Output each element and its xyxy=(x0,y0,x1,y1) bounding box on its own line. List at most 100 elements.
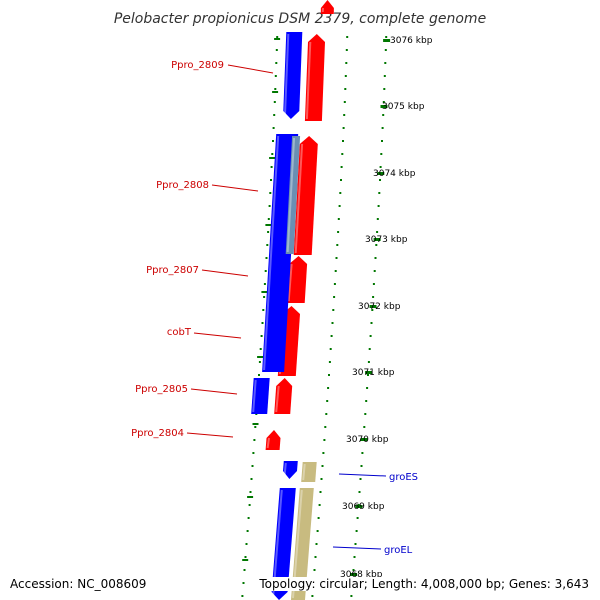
kbp-label: 3069 kbp xyxy=(342,502,385,512)
kbp-label: 3072 kbp xyxy=(358,302,401,312)
gene-label-groes: groES xyxy=(389,472,418,483)
tick-dot xyxy=(363,426,366,428)
gene-label-ppro-2804: Ppro_2804 xyxy=(131,428,184,439)
label-leader-left xyxy=(193,332,242,339)
gene-label-ppro-2809: Ppro_2809 xyxy=(171,60,224,71)
tick-dot xyxy=(270,179,272,181)
tick-dot xyxy=(365,400,368,402)
tick-dot xyxy=(262,309,265,311)
tick-dot xyxy=(383,88,386,90)
tick-dot xyxy=(334,270,337,272)
feature-other xyxy=(291,488,314,600)
tick-dot xyxy=(354,543,357,545)
tick-dot xyxy=(274,88,277,90)
tick-dot xyxy=(266,244,269,246)
tick-dot xyxy=(340,166,343,168)
tick-dot xyxy=(371,309,374,311)
gene-label-ppro-2807: Ppro_2807 xyxy=(146,265,199,276)
tick-dot xyxy=(270,166,273,168)
kbp-tick xyxy=(365,371,373,374)
tick-marks xyxy=(241,36,391,597)
tick-dot xyxy=(318,504,321,506)
tick-dot xyxy=(356,517,359,519)
tick-dot xyxy=(366,387,369,389)
minor-tick xyxy=(247,496,254,498)
tick-dot xyxy=(267,231,270,233)
tick-dot xyxy=(368,348,371,350)
tick-dot xyxy=(335,257,338,259)
tick-dot xyxy=(248,504,251,506)
tick-dot xyxy=(383,75,386,77)
minor-tick xyxy=(265,224,272,226)
gene-features xyxy=(251,0,334,600)
tick-dot xyxy=(367,374,369,376)
gene-forward xyxy=(265,430,281,450)
tick-dot xyxy=(342,140,344,142)
gene-reverse-shine xyxy=(252,379,257,413)
tick-dot xyxy=(253,439,256,441)
tick-dot xyxy=(345,49,348,51)
tick-dot xyxy=(276,36,279,38)
tick-dot xyxy=(247,517,250,519)
tick-dot xyxy=(373,270,376,272)
tick-dot xyxy=(369,335,372,337)
tick-dot xyxy=(344,88,347,90)
minor-tick xyxy=(272,91,279,93)
gene-forward-shine xyxy=(305,41,312,120)
gene-reverse xyxy=(283,32,303,119)
tick-dot xyxy=(344,75,347,77)
tick-dot xyxy=(258,374,260,376)
tick-dot xyxy=(263,296,266,298)
tick-dot xyxy=(245,543,248,545)
tick-dot xyxy=(249,491,252,493)
tick-dot xyxy=(364,413,367,415)
tick-dot xyxy=(376,218,379,220)
label-leader-left xyxy=(201,269,249,277)
kbp-tick xyxy=(380,105,388,108)
tick-dot xyxy=(380,153,383,155)
kbp-tick xyxy=(373,238,381,241)
tick-dot xyxy=(328,374,330,376)
tick-dot xyxy=(358,491,361,493)
tick-dot xyxy=(333,283,336,285)
tick-dot xyxy=(381,127,384,129)
tick-dot xyxy=(241,595,244,597)
gene-reverse-shine xyxy=(283,33,290,118)
tick-dot xyxy=(355,530,358,532)
gene-rna xyxy=(285,136,301,254)
gene-forward-shine xyxy=(287,263,293,302)
kbp-label: 3071 kbp xyxy=(352,368,395,378)
tick-dot xyxy=(251,465,254,467)
tick-dot xyxy=(261,322,264,324)
gene-reverse xyxy=(271,488,296,600)
gene-label-groel: groEL xyxy=(384,545,413,556)
tick-dot xyxy=(377,205,380,207)
map-title: Pelobacter propionicus DSM 2379, complet… xyxy=(114,11,486,27)
gene-reverse xyxy=(251,378,270,414)
tick-dot xyxy=(341,153,344,155)
gene-rna-shine xyxy=(286,137,296,253)
minor-tick xyxy=(261,291,268,293)
tick-dot xyxy=(271,153,274,155)
topology-text: Topology: circular; Length: 4,008,000 bp… xyxy=(257,577,591,591)
tick-dot xyxy=(243,569,246,571)
gene-forward-shine xyxy=(294,143,304,254)
tick-dot xyxy=(265,257,268,259)
gene-reverse-shine xyxy=(263,135,280,371)
tick-dot xyxy=(360,465,363,467)
kbp-tick xyxy=(355,505,363,508)
tick-dot xyxy=(325,413,328,415)
tick-dot xyxy=(338,205,341,207)
kbp-label: 3074 kbp xyxy=(373,169,416,179)
label-leader-left xyxy=(227,64,274,74)
gene-reverse-shine xyxy=(283,462,287,478)
tick-dot xyxy=(269,192,272,194)
minor-tick xyxy=(252,423,259,425)
tick-dot xyxy=(324,426,327,428)
label-leader-right xyxy=(332,546,382,550)
gene-reverse xyxy=(283,461,298,479)
tick-dot xyxy=(343,101,346,103)
accession-text: Accession: NC_008609 xyxy=(8,577,149,591)
tick-dot xyxy=(273,101,276,103)
tick-dot xyxy=(267,218,270,220)
